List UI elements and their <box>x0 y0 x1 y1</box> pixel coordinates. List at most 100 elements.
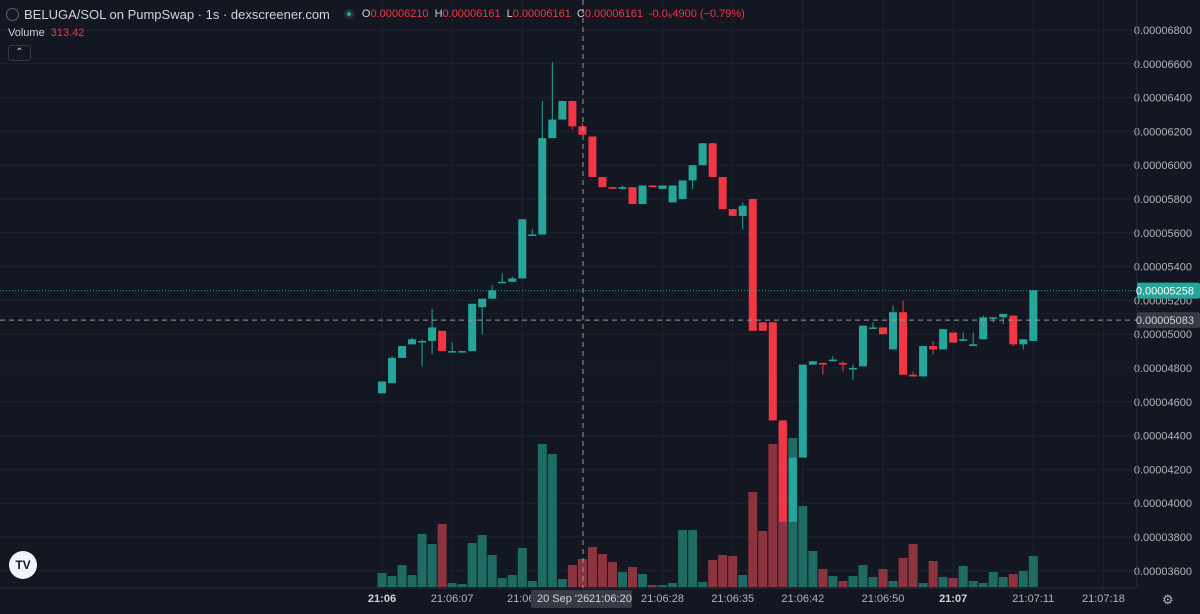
candle-body <box>868 327 877 329</box>
tradingview-logo[interactable]: TV <box>9 551 37 579</box>
volume-bar <box>537 444 547 587</box>
volume-bar <box>617 572 627 587</box>
candle-body <box>949 332 958 343</box>
candle-body <box>598 177 607 188</box>
candle-body <box>428 327 437 341</box>
volume-bar <box>798 506 808 587</box>
volume-bar <box>427 544 437 587</box>
volume-bar <box>918 583 928 587</box>
candle-body <box>748 199 757 331</box>
time-tick-label: 21:07:11 <box>1012 593 1054 605</box>
volume-bar <box>808 551 818 587</box>
price-tick-label: 0.00005800 <box>1134 194 1192 206</box>
crosshair-price-label: 0.00005083 <box>1136 315 1194 327</box>
candle-body <box>818 362 827 365</box>
volume-bar <box>908 544 918 587</box>
candle-body <box>758 322 767 331</box>
gear-icon[interactable]: ⚙ <box>1162 592 1174 607</box>
candle-body <box>408 339 417 345</box>
candle-body <box>528 234 537 236</box>
price-tick-label: 0.00004000 <box>1134 498 1192 510</box>
time-tick-label: 21:06:28 <box>641 593 684 605</box>
volume-label: Volume <box>8 27 45 39</box>
candle-body <box>508 278 517 282</box>
volume-value: 313.42 <box>50 27 85 39</box>
volume-bar <box>447 583 457 587</box>
candle-body <box>939 329 948 350</box>
candle-body <box>618 187 627 189</box>
candle-body <box>1019 339 1028 345</box>
candle-body <box>648 185 657 188</box>
volume-bar <box>597 554 607 587</box>
volume-bar <box>557 579 567 587</box>
volume-bars <box>377 423 1038 587</box>
volume-legend[interactable]: Volume 313.42 <box>8 27 84 39</box>
price-tick-label: 0.00006000 <box>1134 160 1192 172</box>
volume-bar <box>708 560 718 587</box>
candle-body <box>708 143 717 178</box>
price-tick-label: 0.00004400 <box>1134 431 1192 443</box>
candle-body <box>808 361 817 365</box>
volume-bar <box>387 576 397 587</box>
volume-bar <box>988 572 998 587</box>
time-tick-label: 21:06:42 <box>781 593 824 605</box>
candle-body <box>889 312 898 350</box>
candle-body <box>538 138 547 235</box>
time-tick-label: 21:06:35 <box>711 593 754 605</box>
volume-bar <box>858 565 868 587</box>
volume-bar <box>607 562 617 587</box>
candle-body <box>1029 290 1038 341</box>
candle-body <box>899 312 908 375</box>
volume-bar <box>978 583 988 587</box>
volume-bar <box>658 585 668 587</box>
candle-body <box>438 330 447 352</box>
candle-body <box>698 143 707 166</box>
volume-bar <box>507 575 517 587</box>
candle-body <box>768 322 777 421</box>
volume-bar <box>718 555 728 587</box>
volume-bar <box>688 530 698 587</box>
chart-title: BELUGA/SOL on PumpSwap · 1s · dexscreene… <box>24 6 330 22</box>
last-price-tag <box>1137 282 1200 299</box>
candle-body <box>488 290 497 299</box>
volume-bar <box>517 548 527 587</box>
volume-bar <box>928 561 938 587</box>
candle-body <box>688 165 697 181</box>
candle-body <box>628 187 637 205</box>
price-tick-label: 0.00005400 <box>1134 262 1192 274</box>
volume-bar <box>467 543 477 587</box>
ohlc-open: O0.00006210 <box>361 8 429 20</box>
crosshair-time-label: 21:06:20 <box>589 593 632 605</box>
price-tick-label: 0.00005600 <box>1134 228 1192 240</box>
volume-bar <box>1008 574 1018 587</box>
volume-bar <box>567 565 577 587</box>
volume-bar <box>838 581 848 587</box>
candle-body <box>398 346 407 358</box>
volume-bar <box>487 555 497 587</box>
candle-body <box>658 185 667 189</box>
volume-bar <box>958 566 968 587</box>
price-tick-label: 0.00006200 <box>1134 126 1192 138</box>
candle-body <box>959 339 968 341</box>
candle-body <box>989 317 998 319</box>
price-change: -0.0₆4900 (−0.79%) <box>648 8 745 20</box>
price-tick-label: 0.00006800 <box>1134 25 1192 37</box>
candle-body <box>838 362 847 365</box>
time-tick-label: 21:06: <box>507 593 538 605</box>
candle-body <box>518 219 527 279</box>
volume-bar <box>638 574 648 587</box>
time-tick-label: 21:07:18 <box>1082 593 1125 605</box>
price-tick-label: 0.00003800 <box>1134 532 1192 544</box>
symbol-icon[interactable] <box>6 7 19 21</box>
price-tick-label: 0.00004600 <box>1134 397 1192 409</box>
candles <box>378 62 1038 522</box>
volume-bar <box>547 454 557 587</box>
candle-body <box>718 177 727 210</box>
collapse-legend-button[interactable]: ⌃ <box>8 45 31 61</box>
volume-bar <box>948 578 958 587</box>
volume-bar <box>417 534 427 587</box>
volume-bar <box>1028 556 1038 587</box>
volume-bar <box>397 565 407 587</box>
